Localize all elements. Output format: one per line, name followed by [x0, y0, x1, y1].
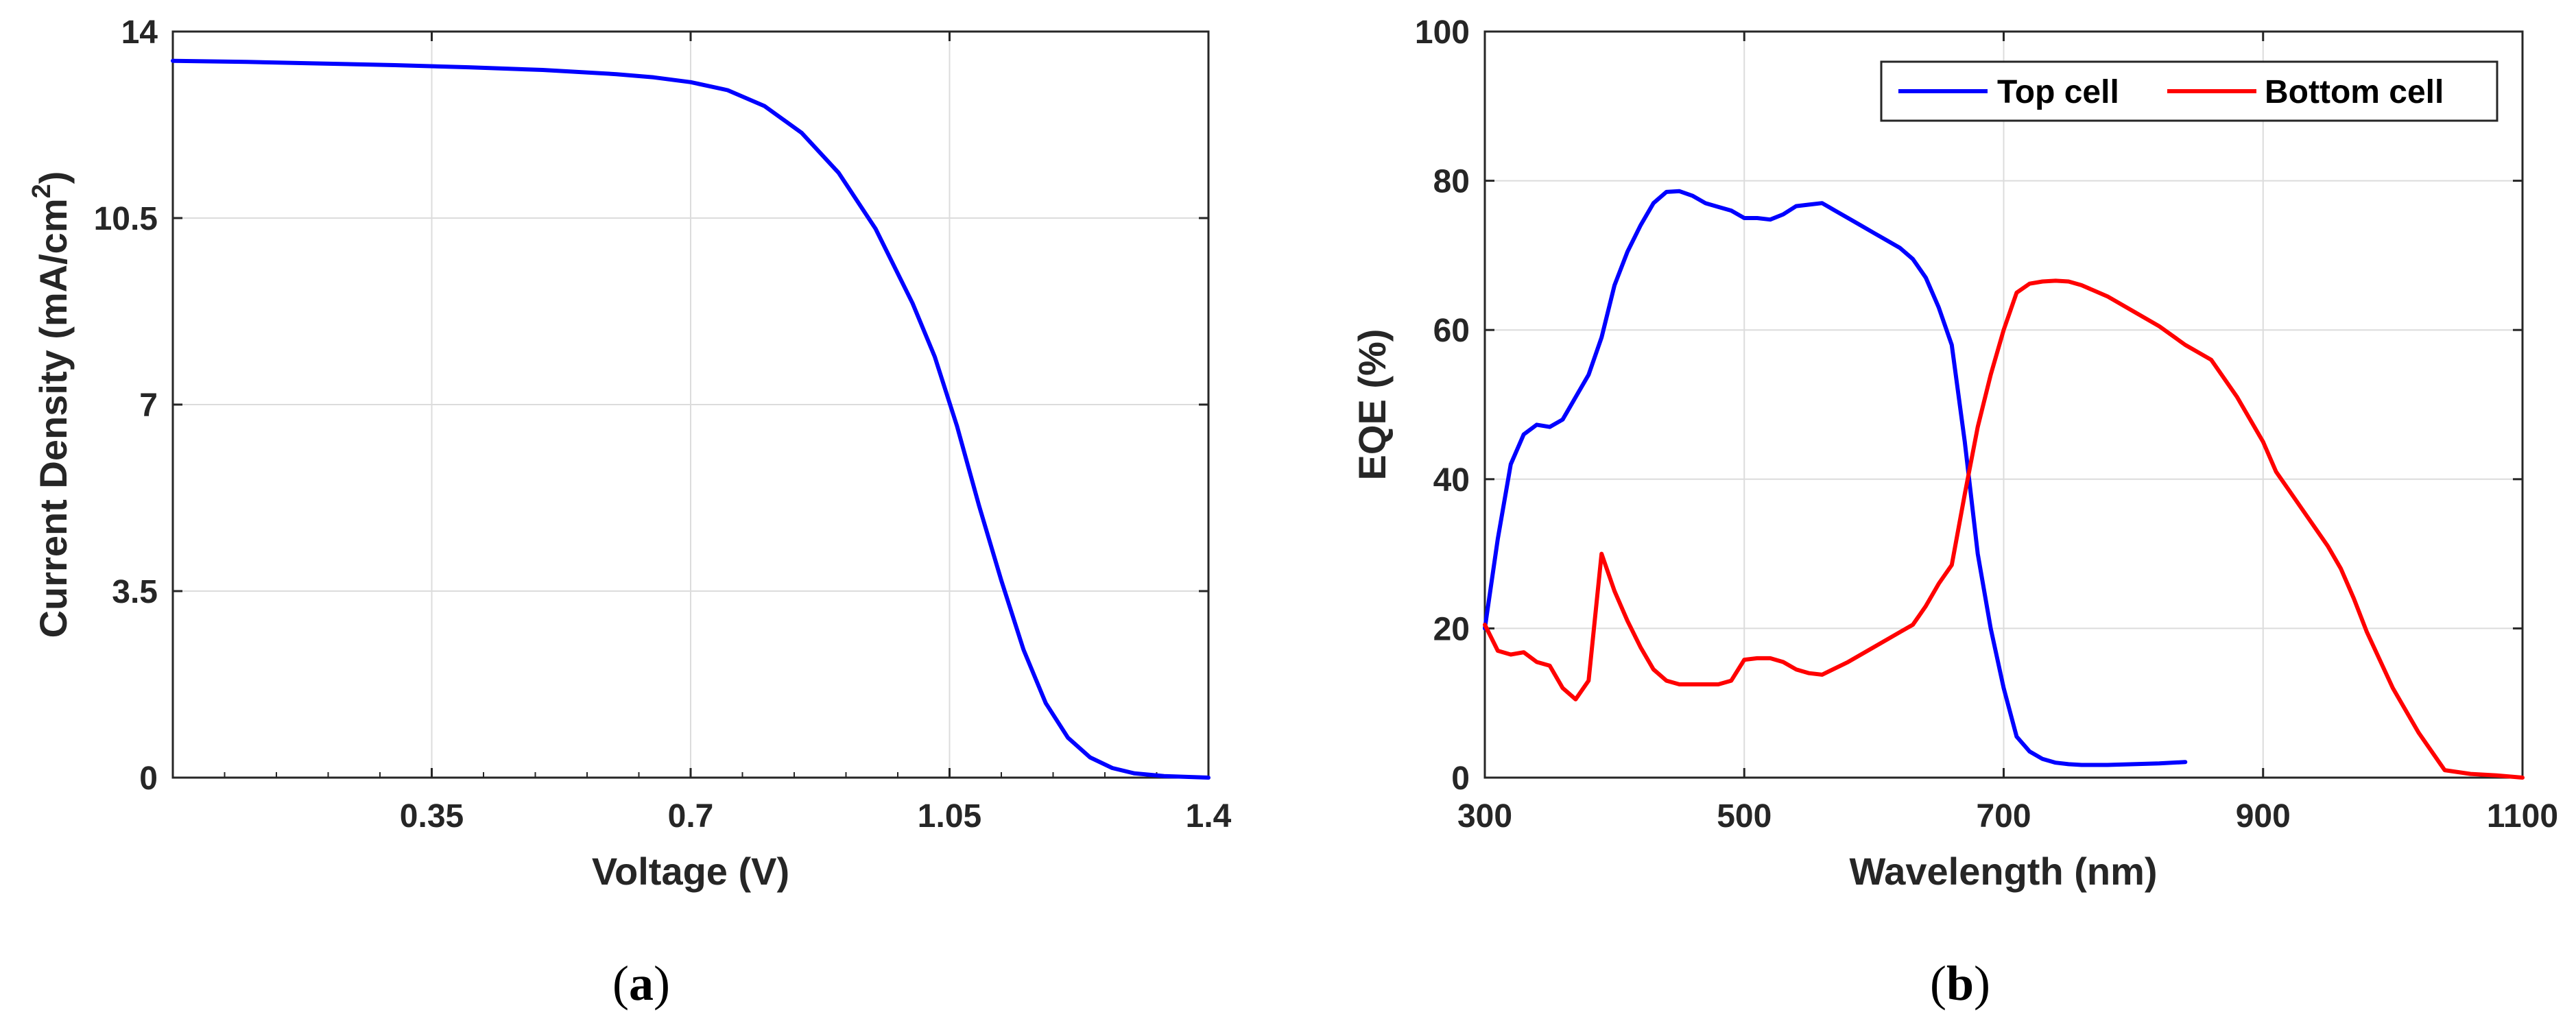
x-tick-label: 0.35 — [400, 798, 464, 835]
series-group — [171, 58, 1211, 780]
panel-caption-a: (a) — [612, 956, 670, 1011]
grid-lines — [1484, 31, 2523, 778]
x-axis-title: Wavelength (nm) — [1849, 850, 2157, 893]
x-axis-title: Voltage (V) — [592, 850, 789, 893]
y-tick-labels: 0 20 40 60 80 100 — [1415, 14, 1470, 797]
series-line — [171, 58, 1211, 780]
series-line-top-cell — [1483, 189, 2188, 767]
grid-lines — [173, 31, 1209, 778]
y-tick-labels: 0 3.5 7 10.5 14 — [94, 14, 158, 797]
y-tick-label: 10.5 — [94, 201, 158, 237]
x-tick-labels: 0.35 0.7 1.05 1.4 — [400, 798, 1232, 835]
y-axis-title: EQE (%) — [1350, 329, 1394, 481]
x-tick-label: 0.7 — [668, 798, 714, 835]
x-tick-label: 1.05 — [918, 798, 981, 835]
y-axis-title: Current Density (mA/cm2) — [27, 171, 75, 638]
tick-marks — [173, 30, 1210, 779]
y-tick-label: 40 — [1433, 462, 1470, 499]
y-tick-label: 100 — [1415, 14, 1470, 51]
chart-panel-a: 0.35 0.7 1.05 1.4 0 3.5 7 10.5 14 Voltage (V) C… — [27, 14, 1232, 1011]
y-tick-label: 14 — [121, 14, 158, 51]
x-tick-label: 500 — [1717, 798, 1772, 835]
panel-caption-b: (b) — [1930, 956, 1990, 1011]
y-tick-label: 60 — [1433, 313, 1470, 349]
legend-label-top-cell: Top cell — [1997, 74, 2119, 110]
y-tick-label: 0 — [139, 760, 158, 797]
x-tick-label: 900 — [2236, 798, 2291, 835]
legend: Top cell Bottom cell — [1880, 60, 2499, 122]
chart-panel-b: 300 500 700 900 1100 0 20 40 60 80 100 Wavelength… — [1350, 14, 2558, 1011]
y-tick-label: 20 — [1433, 611, 1470, 647]
x-tick-label: 1100 — [2487, 798, 2558, 835]
y-tick-label: 0 — [1451, 760, 1470, 797]
y-tick-label: 7 — [139, 387, 158, 424]
y-tick-label: 3.5 — [112, 574, 158, 610]
x-tick-label: 700 — [1976, 798, 2031, 835]
y-axis-title-close: ) — [32, 171, 75, 184]
y-tick-label: 80 — [1433, 164, 1470, 200]
series-group — [1483, 189, 2525, 780]
x-tick-label: 1.4 — [1186, 798, 1232, 835]
x-tick-label: 300 — [1457, 798, 1512, 835]
legend-label-bottom-cell: Bottom cell — [2265, 74, 2444, 110]
series-line-bottom-cell — [1483, 278, 2525, 780]
x-tick-labels: 300 500 700 900 1100 — [1457, 798, 2558, 835]
y-axis-title-superscript: 2 — [27, 184, 56, 198]
